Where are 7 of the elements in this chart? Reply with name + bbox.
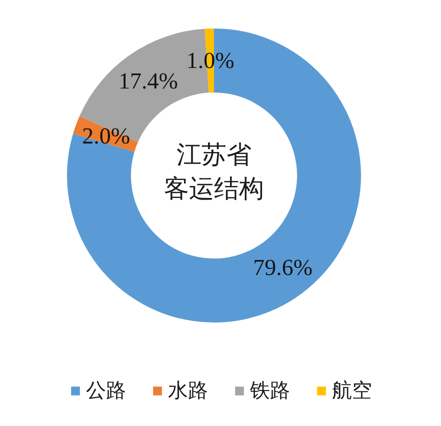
data-label: 17.4% bbox=[118, 68, 178, 94]
text: 江苏省客运结构 bbox=[164, 142, 264, 203]
data-label: 79.6% bbox=[253, 255, 312, 280]
legend-label: 航空 bbox=[332, 377, 372, 404]
legend-label: 铁路 bbox=[250, 377, 290, 404]
legend-label: 水路 bbox=[168, 377, 208, 404]
legend-label: 公路 bbox=[86, 377, 126, 404]
